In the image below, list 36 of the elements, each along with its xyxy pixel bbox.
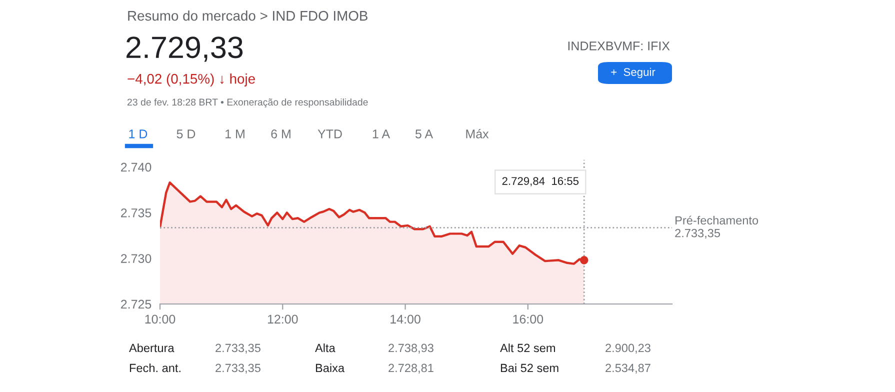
ref-line-label: Pré-fechamento 2.733,35	[675, 216, 758, 239]
text: INDEXBVMF: IFIX	[568, 42, 670, 50]
x-tick-label: 16:00	[513, 314, 544, 324]
y-tick-label: 2.725	[121, 300, 152, 309]
text: 2.729,33	[126, 36, 243, 62]
text: 2.738,93	[388, 344, 434, 354]
text: Resumo do mercado > IND FDO IMOB	[128, 10, 368, 21]
text: 5 D	[176, 130, 196, 138]
text: 2.733,35	[216, 364, 260, 374]
text: Baixa	[316, 363, 345, 372]
text: Alta	[315, 343, 336, 352]
text: 1 A	[372, 130, 390, 138]
text: Alt 52 sem	[500, 343, 555, 352]
text: 2.733,35	[216, 344, 260, 354]
text: −4,02 (0,15%) ↓ hoje	[128, 74, 255, 86]
text: + Seguir	[611, 68, 656, 78]
text: 2.900,23	[606, 344, 650, 354]
text: 5 A	[415, 130, 434, 138]
text: Bai 52 sem	[500, 363, 558, 372]
x-tick-label: 10:00	[145, 314, 176, 324]
annotation: 2.729,84 16:55	[502, 177, 579, 186]
text: 2.728,81	[388, 364, 434, 374]
text: Abertura	[129, 343, 174, 352]
text: 2.534,87	[606, 364, 650, 374]
y-tick-label: 2.740	[121, 162, 152, 172]
text: 1 D	[129, 130, 148, 138]
text: 1 M	[226, 130, 244, 138]
y-tick-label: 2.735	[121, 208, 152, 218]
text: Fech. ant.	[130, 363, 180, 372]
x-tick-label: 14:00	[390, 314, 420, 324]
text: 6 M	[271, 130, 290, 138]
text: YTD	[318, 130, 342, 138]
x-tick-label: 12:00	[268, 314, 298, 324]
text: 23 de fev. 18:28 BRT • Exoneração de responsabilidade	[127, 98, 368, 108]
text: Máx	[466, 129, 489, 138]
y-tick-label: 2.730	[121, 254, 152, 263]
